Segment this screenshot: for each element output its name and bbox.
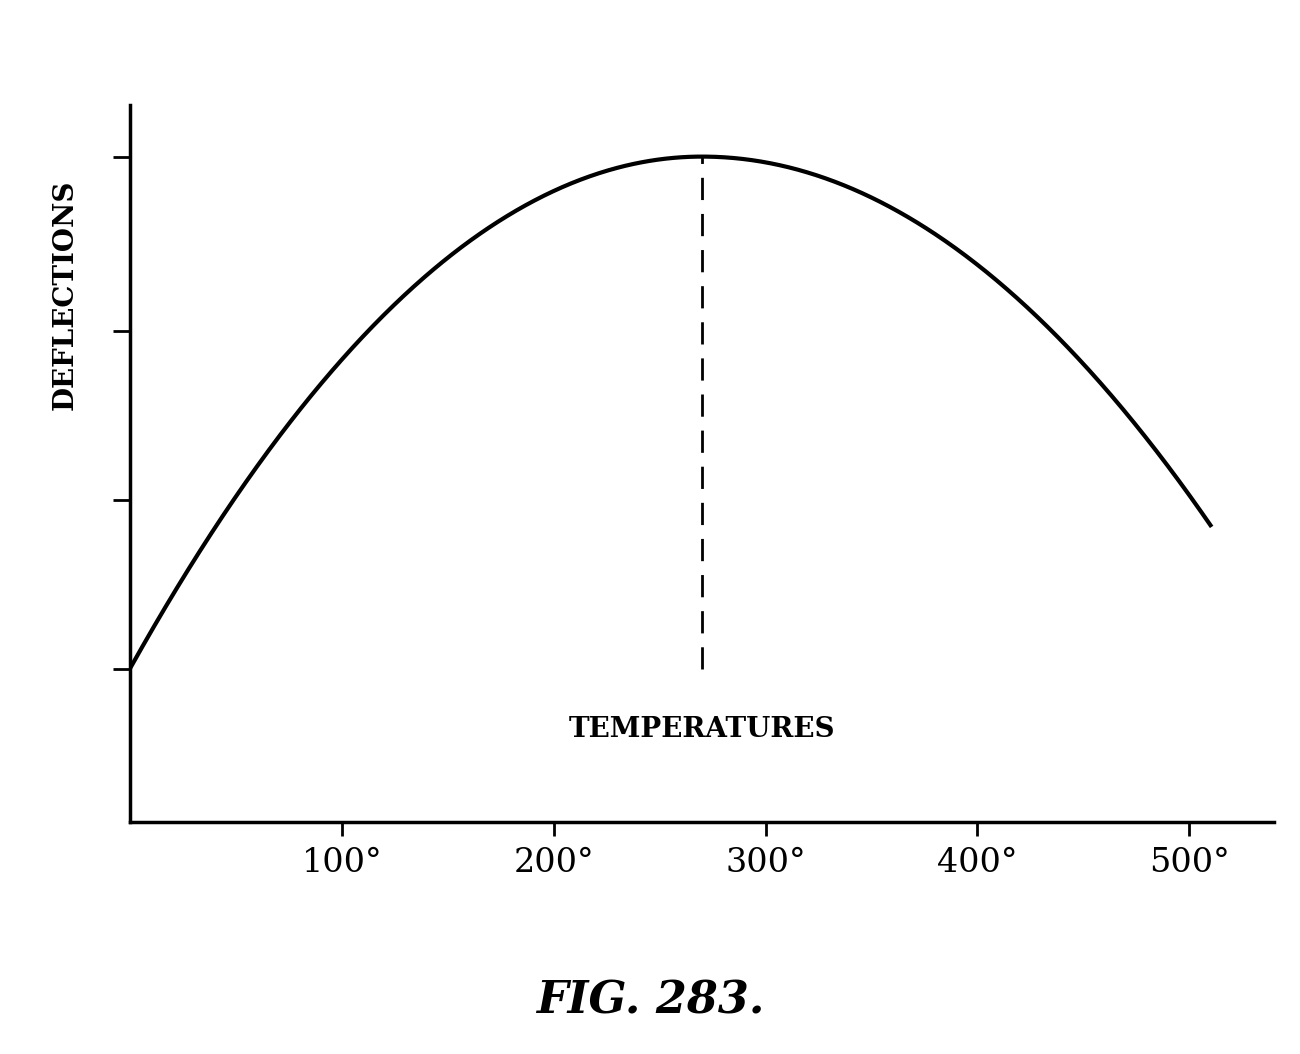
Text: FIG. 283.: FIG. 283. — [536, 980, 764, 1022]
Text: TEMPERATURES: TEMPERATURES — [569, 717, 835, 743]
Text: DEFLECTIONS: DEFLECTIONS — [52, 180, 78, 410]
